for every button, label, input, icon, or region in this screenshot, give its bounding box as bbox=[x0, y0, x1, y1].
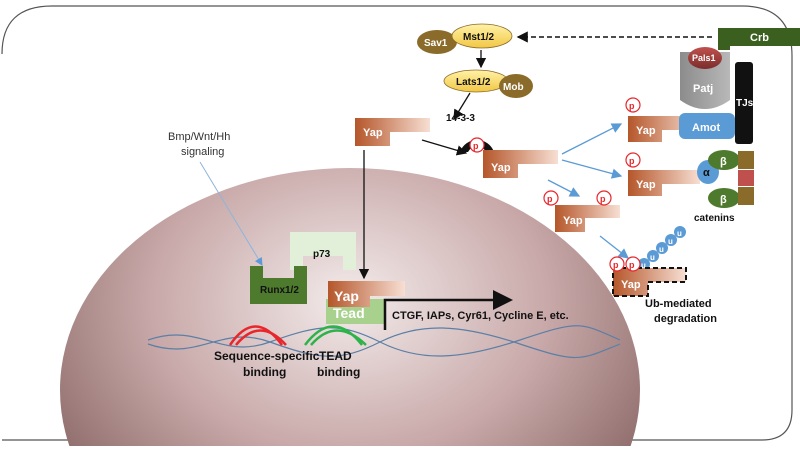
yap-degradation: Yap p p bbox=[609, 256, 687, 297]
crb-protein bbox=[718, 28, 800, 46]
tead-binding-label-1: TEAD bbox=[319, 349, 352, 363]
svg-text:Yap: Yap bbox=[334, 288, 359, 304]
sequence-specific-label-2: binding bbox=[243, 365, 286, 379]
svg-text:u: u bbox=[668, 237, 673, 246]
patj-protein bbox=[680, 52, 730, 109]
p73-protein bbox=[290, 232, 356, 270]
tight-junctions bbox=[735, 62, 753, 144]
svg-text:p: p bbox=[547, 194, 553, 204]
pals1-label: Pals1 bbox=[692, 53, 716, 63]
mst-protein bbox=[451, 23, 513, 49]
pyap-to-catenin-arrow bbox=[561, 159, 623, 179]
ub-degradation-label-1: Ub-mediated bbox=[645, 298, 712, 310]
tjs-label: TJs bbox=[736, 98, 754, 109]
svg-text:u: u bbox=[677, 229, 682, 238]
patj-label: Patj bbox=[693, 83, 713, 95]
runx-protein bbox=[250, 266, 307, 304]
bmp-to-runx-arrow bbox=[199, 161, 263, 266]
alpha-label: α bbox=[703, 167, 710, 179]
svg-text:u: u bbox=[641, 261, 646, 270]
to-degradation-arrow bbox=[599, 235, 630, 259]
svg-text:p: p bbox=[629, 156, 635, 166]
tead-binding-site bbox=[304, 325, 367, 346]
pyap-to-amot-arrow bbox=[561, 123, 623, 155]
svg-text:p: p bbox=[600, 194, 606, 204]
svg-text:Yap: Yap bbox=[636, 125, 656, 137]
yap-nuclear: Yap bbox=[328, 281, 405, 307]
tead-binding-label-2: binding bbox=[317, 365, 360, 379]
svg-text:u: u bbox=[650, 253, 655, 262]
svg-text:p: p bbox=[473, 141, 479, 151]
svg-text:Yap: Yap bbox=[491, 162, 511, 174]
cadherin-block-bottom bbox=[738, 187, 754, 205]
p73-label: p73 bbox=[313, 249, 331, 260]
yap-phospho-1433: Yap p bbox=[469, 137, 558, 178]
1433-label: 14-3-3 bbox=[446, 113, 475, 124]
bmp-signaling-label-2: signaling bbox=[181, 146, 224, 158]
mob-label: Mob bbox=[503, 82, 524, 93]
sav1-label: Sav1 bbox=[424, 38, 448, 49]
beta-label-bottom: β bbox=[720, 194, 727, 206]
ubiquitin-chain: u u u u u bbox=[638, 226, 686, 270]
amot-label: Amot bbox=[692, 122, 720, 134]
amot-protein bbox=[679, 113, 735, 139]
cadherin-block-top bbox=[738, 151, 754, 169]
bmp-signaling-label-1: Bmp/Wnt/Hh bbox=[168, 131, 230, 143]
catenins-label: catenins bbox=[694, 213, 735, 224]
pyap-to-doublep-arrow bbox=[547, 179, 581, 197]
mst-label: Mst1/2 bbox=[463, 32, 495, 43]
svg-text:Yap: Yap bbox=[363, 127, 383, 139]
yap-double-phospho: Yap p p bbox=[543, 190, 620, 232]
beta-catenin-bottom bbox=[708, 188, 740, 208]
tead-label: Tead bbox=[333, 305, 365, 321]
pals1-protein bbox=[688, 47, 722, 69]
beta-label-top: β bbox=[720, 156, 727, 168]
svg-text:p: p bbox=[629, 260, 635, 270]
target-genes-label: CTGF, IAPs, Cyr61, Cycline E, etc. bbox=[392, 310, 569, 322]
cadherin-block-mid bbox=[738, 170, 754, 186]
sav1-protein bbox=[417, 30, 457, 54]
yap-to-pyap-arrow bbox=[421, 139, 468, 156]
beta-catenin-top bbox=[708, 150, 740, 170]
cell-membrane bbox=[1, 5, 793, 441]
yap-catenin-bound: Yap p bbox=[625, 152, 700, 196]
yap-cytoplasm: Yap bbox=[355, 118, 430, 146]
runx-label: Runx1/2 bbox=[260, 285, 299, 296]
svg-text:Yap: Yap bbox=[636, 179, 656, 191]
ub-degradation-label-2: degradation bbox=[654, 313, 717, 325]
svg-text:p: p bbox=[613, 260, 619, 270]
sequence-specific-label-1: Sequence-specific bbox=[214, 349, 320, 363]
lats-label: Lats1/2 bbox=[456, 77, 491, 88]
mob-protein bbox=[499, 74, 533, 98]
dna-strand bbox=[147, 325, 621, 359]
svg-text:u: u bbox=[659, 245, 664, 254]
crb-label: Crb bbox=[750, 32, 769, 44]
svg-text:Yap: Yap bbox=[563, 215, 583, 227]
lats-to-1433-arrow bbox=[453, 92, 471, 121]
svg-text:p: p bbox=[629, 101, 635, 111]
transcription-arrow bbox=[383, 290, 513, 330]
sequence-specific-binding-site bbox=[228, 325, 287, 346]
svg-text:Yap: Yap bbox=[621, 279, 641, 291]
